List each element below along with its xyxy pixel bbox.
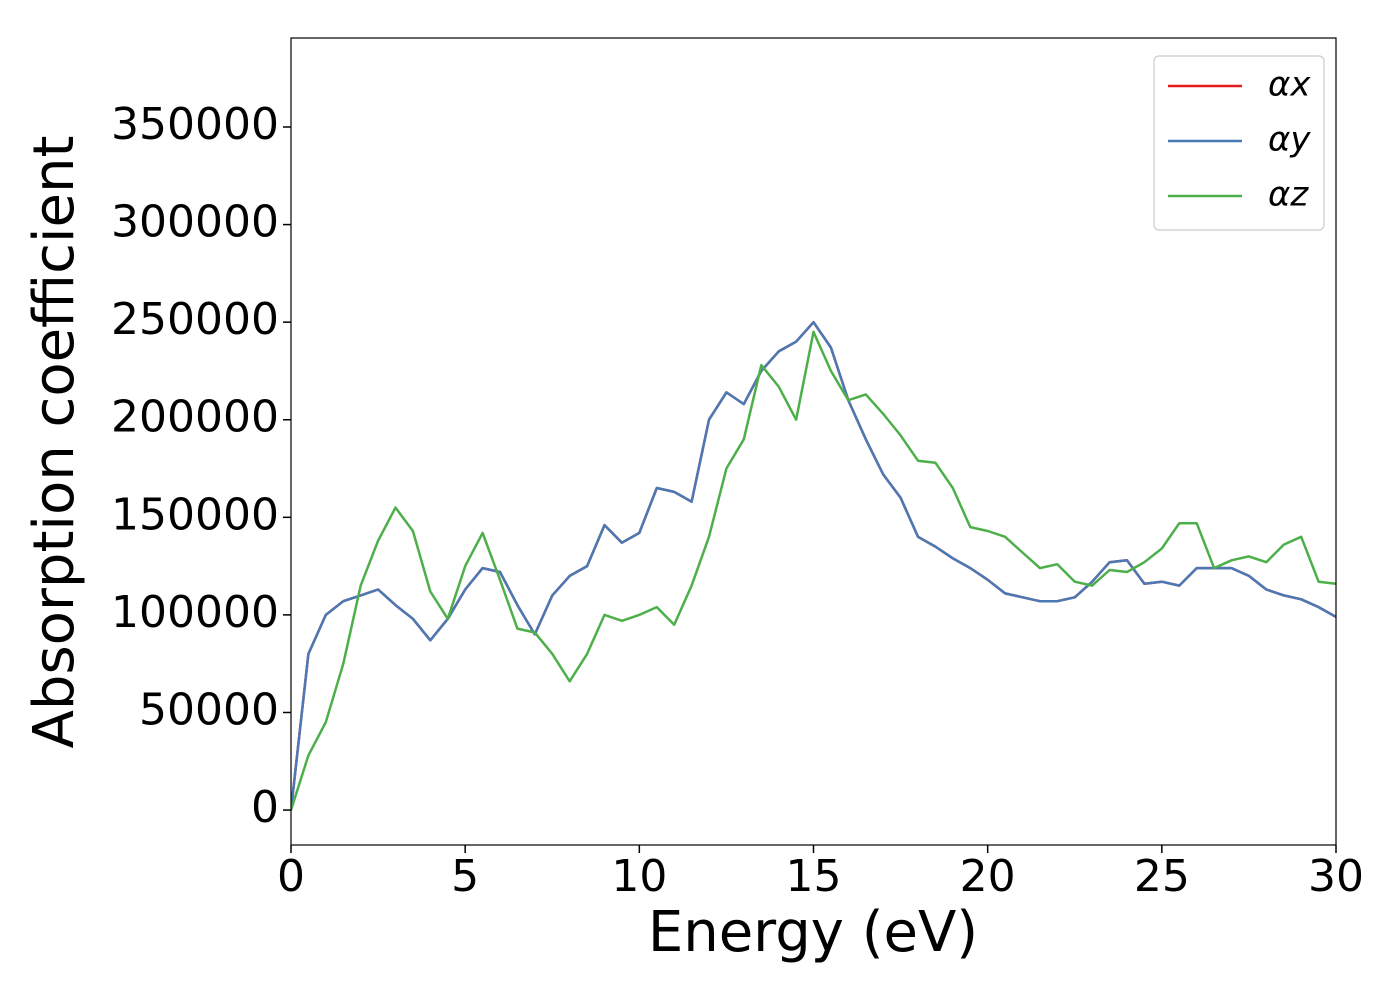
y-tick-label: 100000 [111,587,279,638]
legend-label: αx [1268,65,1311,105]
series-line [291,320,1336,811]
y-tick-label: 50000 [139,684,279,735]
y-tick-label: 350000 [111,99,279,150]
y-tick-label: 200000 [111,392,279,443]
x-tick-label: 15 [786,851,842,902]
series-line [291,330,1336,811]
legend-box [1153,55,1325,231]
y-tick-label: 300000 [111,197,279,248]
y-axis-label: Absorption coefficient [22,136,87,749]
x-axis-label: Energy (eV) [648,900,978,965]
x-tick-label: 25 [1134,851,1190,902]
x-tick-label: 20 [960,851,1016,902]
legend-label: αy [1268,120,1311,160]
x-tick-label: 10 [611,851,667,902]
x-tick-label: 0 [277,851,305,902]
y-tick-label: 0 [251,782,279,833]
x-tick-label: 5 [451,851,479,902]
plot-frame [290,37,1337,846]
x-tick-label: 30 [1308,851,1364,902]
y-tick-label: 150000 [111,489,279,540]
y-tick-label: 250000 [111,294,279,345]
legend-label: αz [1268,175,1309,215]
